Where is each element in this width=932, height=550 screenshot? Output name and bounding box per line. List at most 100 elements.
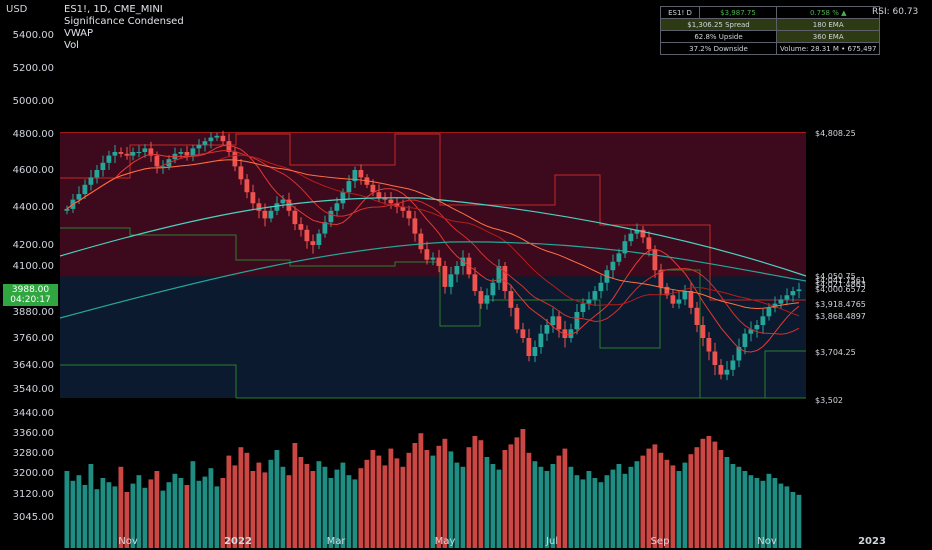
candle-body: [568, 329, 574, 338]
candle-body: [412, 218, 418, 234]
ema-360-line: [59, 241, 807, 319]
volume-bar: [304, 464, 310, 548]
candle-body: [160, 166, 166, 168]
candle: [112, 144, 118, 164]
candle-body: [610, 261, 616, 271]
candle: [784, 288, 790, 306]
candle-body: [142, 148, 148, 152]
stats-price: $3,987.75: [699, 6, 777, 19]
volume-bar: [796, 494, 802, 548]
candle-body: [496, 266, 502, 283]
y-tick-label: 4800.00: [13, 129, 54, 140]
candle-body: [460, 257, 466, 266]
candle-body: [484, 295, 490, 304]
candle-body: [430, 257, 436, 260]
y-tick-label: 3640.00: [13, 360, 54, 371]
y-tick-label: 5000.00: [13, 96, 54, 107]
candle-body: [706, 338, 712, 352]
candle-body: [340, 192, 346, 204]
indicator-significance[interactable]: Significance Condensed: [64, 16, 184, 27]
candle-body: [178, 152, 184, 154]
candle-body: [202, 141, 208, 145]
candle-body: [520, 329, 526, 338]
candle-body: [82, 184, 88, 195]
y-tick-label: 4400.00: [13, 202, 54, 213]
volume-bar: [64, 471, 70, 548]
candle-body: [628, 233, 634, 242]
candle: [514, 304, 520, 334]
candle: [184, 146, 190, 161]
volume-bar: [256, 462, 262, 548]
candle: [694, 301, 700, 333]
volume-bar: [748, 475, 754, 548]
volume-bar: [682, 462, 688, 548]
candle-body: [406, 210, 412, 219]
volume-bar: [322, 466, 328, 548]
candle: [448, 266, 454, 295]
volume-bar: [730, 464, 736, 548]
candle: [94, 164, 100, 184]
volume-bar: [328, 478, 334, 548]
candle-body: [718, 365, 724, 375]
volume-bar: [604, 475, 610, 548]
candle: [550, 307, 556, 333]
y-tick-label: 3280.00: [13, 448, 54, 459]
candle: [556, 310, 562, 338]
candle: [406, 205, 412, 226]
candle: [772, 296, 778, 313]
candle-body: [682, 291, 688, 300]
candle-body: [220, 135, 226, 142]
candle: [700, 316, 706, 347]
candle: [358, 164, 364, 185]
volume-bar: [364, 459, 370, 548]
candle-body: [400, 207, 406, 211]
candle-body: [586, 299, 592, 304]
candle: [718, 359, 724, 380]
volume-bar: [262, 472, 268, 548]
volume-bar: [70, 480, 76, 548]
candle-body: [778, 299, 784, 304]
volume-bar: [466, 447, 472, 548]
candle: [712, 342, 718, 376]
candle: [658, 263, 664, 296]
volume-bar: [148, 479, 154, 548]
candle: [796, 282, 802, 299]
candle-body: [118, 152, 124, 154]
volume-bar: [622, 473, 628, 548]
candle-body: [244, 179, 250, 193]
indicator-vwap[interactable]: VWAP: [64, 28, 94, 39]
y-tick-label: 3440.00: [13, 408, 54, 419]
candle-body: [670, 295, 676, 304]
level-label: $4,000.6572: [815, 285, 866, 294]
volume-bar: [400, 466, 406, 548]
candle-body: [694, 307, 700, 325]
candle-body: [574, 312, 580, 330]
y-tick-label: 4600.00: [13, 165, 54, 176]
volume-bar: [100, 478, 106, 548]
symbol-line[interactable]: ES1!, 1D, CME_MINI: [64, 4, 163, 15]
candle-body: [502, 266, 508, 292]
candle-body: [454, 266, 460, 275]
y-tick-label: 3045.00: [13, 512, 54, 523]
candles: [64, 130, 802, 381]
candle: [646, 231, 652, 257]
volume-bar: [124, 492, 130, 548]
candle-body: [256, 203, 262, 211]
candle-body: [76, 194, 82, 200]
candle-body: [124, 153, 130, 156]
volume-bar: [160, 490, 166, 548]
candle: [496, 259, 502, 290]
volume-bar: [598, 482, 604, 548]
candle-body: [640, 229, 646, 238]
volume-bar: [484, 457, 490, 548]
indicator-vol[interactable]: Vol: [64, 40, 79, 51]
candle: [412, 210, 418, 242]
volume-bar: [340, 462, 346, 548]
volume-bar: [142, 487, 148, 548]
volume-bar: [472, 436, 478, 548]
volume-bar: [94, 489, 100, 548]
candle: [202, 137, 208, 152]
candle: [376, 184, 382, 203]
candle: [676, 290, 682, 309]
